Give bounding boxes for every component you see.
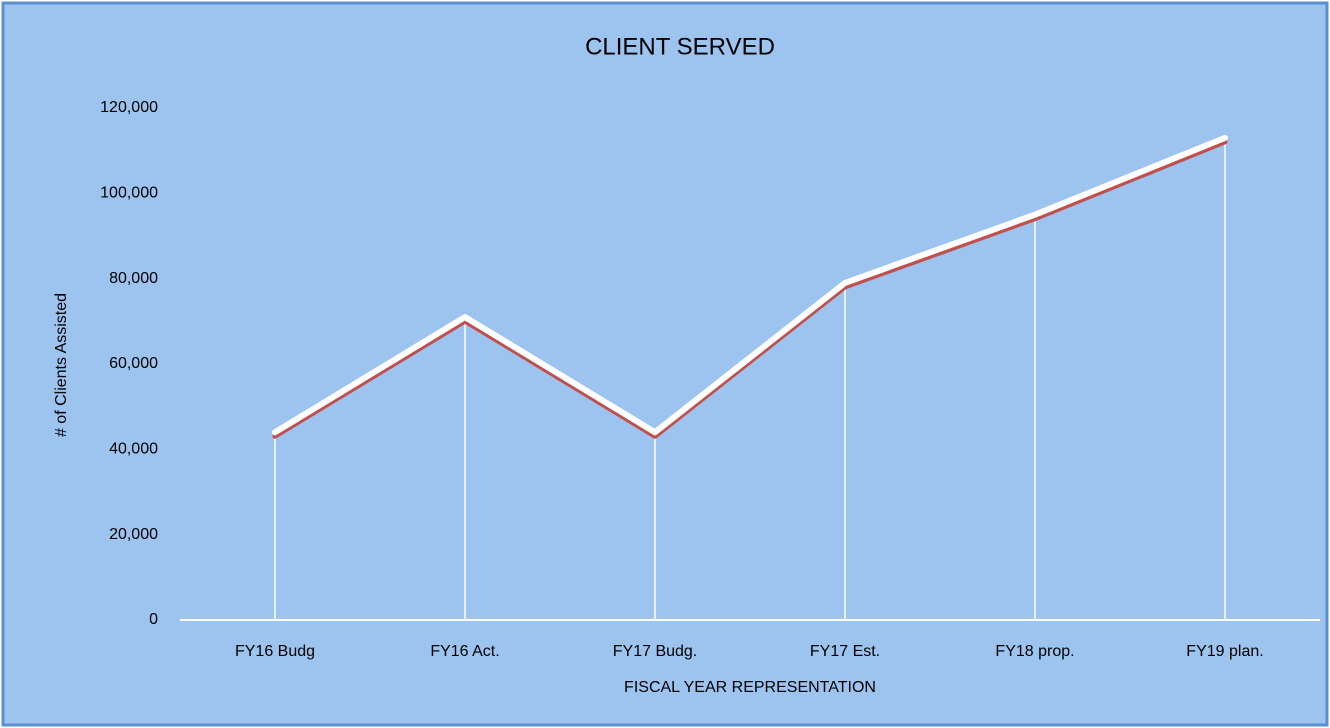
line-shadow bbox=[272, 139, 1228, 439]
line bbox=[272, 134, 1228, 436]
y-tick-label: 120,000 bbox=[100, 99, 158, 116]
y-tick-label: 100,000 bbox=[100, 185, 158, 202]
y-tick-label: 60,000 bbox=[109, 355, 158, 372]
chart-title: CLIENT SERVED bbox=[585, 33, 775, 60]
x-tick-label: FY17 Est. bbox=[810, 643, 880, 660]
x-tick-label: FY16 Act. bbox=[430, 643, 499, 660]
x-tick-label: FY19 plan. bbox=[1186, 643, 1263, 660]
x-tick-label: FY17 Budg. bbox=[613, 643, 698, 660]
x-tick-label: FY16 Budg bbox=[235, 643, 315, 660]
y-tick-label: 40,000 bbox=[109, 441, 158, 458]
y-tick-label: 80,000 bbox=[109, 270, 158, 287]
x-tick-label: FY18 prop. bbox=[995, 643, 1074, 660]
y-axis-label: # of Clients Assisted bbox=[53, 293, 70, 437]
y-tick-label: 0 bbox=[149, 611, 158, 628]
y-tick-label: 20,000 bbox=[109, 526, 158, 543]
x-axis-label: FISCAL YEAR REPRESENTATION bbox=[624, 679, 876, 696]
